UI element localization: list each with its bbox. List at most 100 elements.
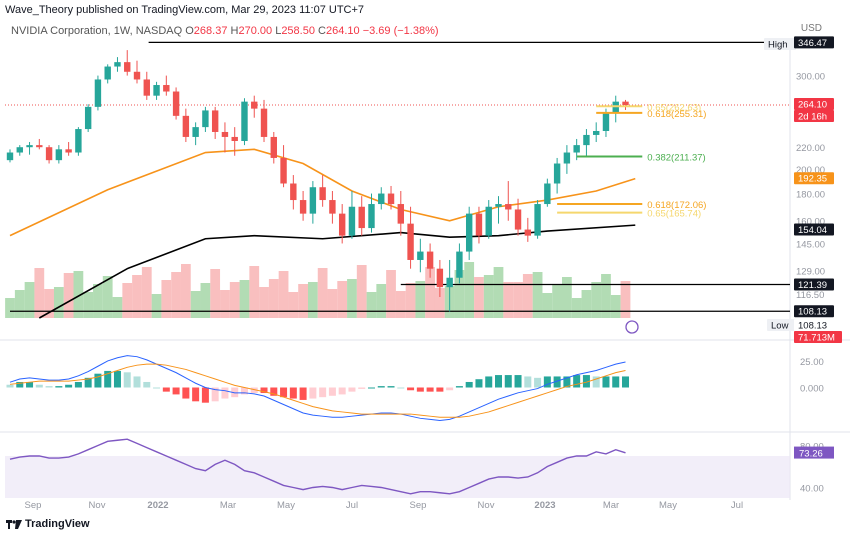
fib-label: 0.382(211.37) — [647, 152, 705, 163]
brand-name: TradingView — [25, 518, 90, 530]
volume-bar — [171, 272, 181, 318]
high-label: H — [230, 25, 239, 37]
candle-body — [475, 213, 483, 236]
candle-body — [231, 136, 238, 141]
volume-bar — [161, 280, 172, 318]
candle-body — [153, 85, 160, 96]
candle-body — [348, 206, 356, 236]
candle-body — [602, 113, 610, 131]
candle-body — [407, 223, 414, 260]
macd-histogram-bar — [426, 387, 434, 392]
candle-body — [192, 127, 199, 137]
volume-bar — [239, 280, 250, 318]
candle-body — [6, 152, 14, 161]
candle-body — [426, 251, 434, 269]
candle-body — [104, 66, 111, 80]
volume-bar — [571, 298, 582, 318]
macd-histogram-bar — [133, 376, 141, 388]
candle-body — [563, 152, 571, 164]
volume-bar — [474, 277, 484, 318]
volume-bar — [610, 295, 621, 318]
candle-body — [358, 206, 365, 229]
candle-body — [436, 268, 444, 288]
tradingview-brand[interactable]: TradingView — [6, 518, 90, 530]
symbol-legend: NVIDIA Corporation, 1W, NASDAQ O268.37 H… — [11, 25, 439, 37]
macd-histogram-bar — [338, 387, 346, 395]
macd-histogram-bar — [563, 376, 571, 388]
price-tick-label: 200.00 — [796, 165, 825, 176]
close-value: 264.10 — [325, 25, 360, 37]
candle-body — [338, 213, 346, 236]
macd-histogram-bar — [485, 376, 493, 388]
candle-body — [612, 101, 619, 114]
signal-line — [9, 363, 626, 418]
rsi-value-badge — [794, 446, 834, 459]
low-label: L — [275, 25, 282, 37]
macd-histogram-bar — [94, 373, 102, 388]
macd-histogram-bar — [504, 375, 512, 388]
price-badge — [794, 331, 842, 343]
candle-body — [309, 187, 317, 214]
price-badge-label: 2d 16h — [798, 112, 827, 123]
macd-histogram-bar — [172, 387, 180, 395]
volume-bar — [581, 290, 592, 318]
x-tick-label: Mar — [603, 500, 619, 511]
macd-histogram-bar — [162, 387, 170, 392]
macd-histogram-bar — [289, 387, 297, 399]
price-badge — [794, 98, 834, 111]
macd-histogram-bar — [240, 387, 248, 395]
candle-body — [16, 147, 23, 153]
candle-body — [524, 229, 532, 236]
macd-histogram-bar — [6, 384, 14, 388]
volume-bar — [24, 282, 35, 318]
volume-bar — [454, 270, 465, 318]
macd-histogram-bar — [221, 387, 229, 399]
price-badge-label: 108.13 — [798, 307, 827, 318]
volume-bar — [307, 282, 318, 318]
candle-body — [202, 110, 209, 128]
candle-body — [251, 101, 258, 109]
candle-body — [456, 251, 463, 278]
price-badge-label: 346.47 — [798, 38, 827, 49]
candle-body — [417, 251, 424, 260]
volume-bar — [356, 265, 367, 318]
fib-label: 0.65(262.63) — [647, 102, 701, 113]
macd-histogram-bar — [65, 384, 73, 388]
candle-body — [270, 136, 277, 158]
candle-body — [514, 209, 522, 230]
price-badge-label: Low — [771, 321, 789, 332]
macd-histogram-bar — [16, 381, 24, 388]
macd-histogram-bar — [260, 387, 268, 394]
candle-body — [573, 145, 580, 153]
macd-line — [9, 355, 626, 421]
macd-histogram-bar — [55, 386, 63, 388]
macd-histogram-bar — [602, 376, 610, 388]
volume-bar — [5, 298, 15, 318]
macd-histogram-bar — [328, 387, 336, 396]
volume-bar — [14, 290, 25, 318]
volume-bar — [93, 284, 103, 318]
volume-bar — [522, 274, 533, 318]
macd-histogram-bar — [104, 370, 112, 388]
macd-histogram-bar — [143, 381, 151, 388]
price-badge-label: High — [768, 40, 788, 51]
macd-histogram-bar — [367, 387, 375, 389]
x-tick-label: May — [277, 500, 295, 511]
candle-body — [553, 163, 561, 184]
volume-bar — [122, 283, 133, 318]
volume-bar — [112, 297, 123, 318]
macd-histogram-bar — [455, 386, 463, 388]
macd-histogram-bar — [113, 370, 121, 388]
candle-body — [84, 106, 92, 130]
macd-histogram-bar — [123, 372, 131, 388]
candle-body — [446, 277, 453, 288]
price-badge — [794, 305, 834, 318]
volume-bar — [268, 279, 279, 318]
x-tick-label: Sep — [410, 500, 427, 511]
candle-body — [124, 62, 131, 72]
candle-body — [583, 134, 590, 146]
volume-bar — [151, 294, 162, 318]
macd-histogram-bar — [612, 376, 620, 388]
volume-bar — [395, 291, 406, 318]
